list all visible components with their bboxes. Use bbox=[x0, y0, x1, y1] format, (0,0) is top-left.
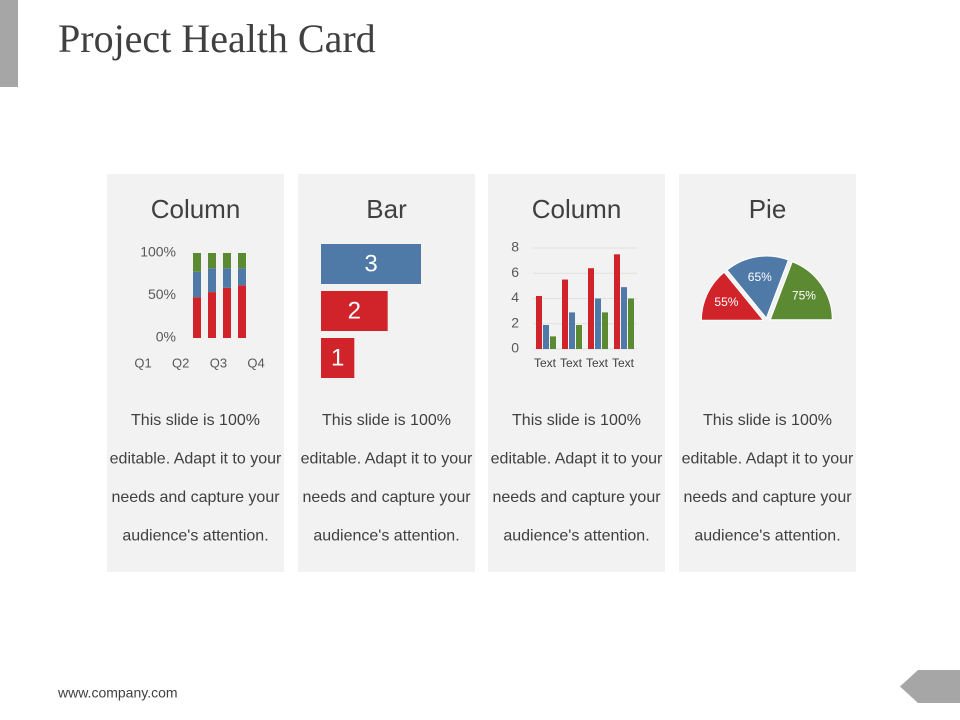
card-text: audience's attention. bbox=[694, 528, 840, 545]
y-tick-label: 50% bbox=[148, 286, 176, 302]
bar-segment bbox=[223, 268, 231, 288]
x-tick-label: Text bbox=[534, 356, 557, 370]
bar bbox=[621, 287, 627, 349]
card-text: This slide is 100% bbox=[512, 412, 641, 429]
y-tick-label: 0% bbox=[156, 329, 176, 345]
pie-slice bbox=[726, 255, 789, 320]
bar bbox=[595, 298, 601, 349]
bar bbox=[562, 279, 568, 349]
bar-segment bbox=[193, 297, 201, 338]
bar bbox=[550, 336, 556, 349]
bar bbox=[543, 325, 549, 349]
bar bbox=[536, 295, 542, 349]
bar-segment bbox=[193, 271, 201, 298]
data-label: 55% bbox=[714, 295, 738, 309]
x-tick-label: Text bbox=[586, 356, 609, 370]
card bbox=[488, 174, 665, 572]
pie-slice bbox=[700, 271, 765, 321]
card-text: audience's attention. bbox=[503, 528, 649, 545]
bar-segment bbox=[223, 287, 231, 338]
x-tick-label: Q1 bbox=[134, 355, 151, 370]
bar bbox=[321, 291, 388, 331]
y-tick-label: 2 bbox=[511, 314, 519, 330]
card bbox=[679, 174, 856, 572]
card-text: This slide is 100% bbox=[131, 412, 260, 429]
y-tick-label: 8 bbox=[511, 239, 519, 255]
bar bbox=[576, 325, 582, 349]
bar-segment bbox=[208, 292, 216, 338]
card-heading: Bar bbox=[366, 194, 407, 224]
bar bbox=[569, 312, 575, 349]
y-tick-label: 6 bbox=[511, 264, 519, 280]
x-tick-label: Q2 bbox=[172, 355, 189, 370]
card-heading: Column bbox=[532, 194, 622, 224]
x-tick-label: Text bbox=[612, 356, 635, 370]
card bbox=[107, 174, 284, 572]
bar bbox=[602, 312, 608, 349]
card-heading: Column bbox=[151, 194, 241, 224]
card-text: This slide is 100% bbox=[703, 412, 832, 429]
y-tick-label: 4 bbox=[511, 289, 519, 305]
card-heading: Pie bbox=[749, 194, 787, 224]
card-text: needs and capture your bbox=[111, 489, 280, 506]
data-label: 3 bbox=[364, 250, 377, 277]
bar bbox=[321, 338, 355, 378]
x-tick-label: Q4 bbox=[247, 355, 264, 370]
bar bbox=[614, 254, 620, 349]
card-text: editable. Adapt it to your bbox=[301, 451, 473, 468]
bar-segment bbox=[223, 253, 231, 269]
x-tick-label: Text bbox=[560, 356, 583, 370]
bar-segment bbox=[208, 253, 216, 269]
data-label: 75% bbox=[792, 289, 816, 303]
accent-bar bbox=[0, 0, 18, 87]
y-tick-label: 0 bbox=[511, 340, 519, 356]
bar bbox=[588, 268, 594, 349]
bar bbox=[321, 244, 421, 284]
card-text: This slide is 100% bbox=[322, 412, 451, 429]
card-text: audience's attention. bbox=[122, 528, 268, 545]
bar bbox=[628, 298, 634, 349]
card-text: audience's attention. bbox=[313, 528, 459, 545]
y-tick-label: 100% bbox=[140, 244, 176, 260]
card-text: editable. Adapt it to your bbox=[682, 451, 854, 468]
bar-segment bbox=[208, 268, 216, 293]
footer: www.company.com bbox=[57, 685, 178, 701]
next-arrow bbox=[900, 670, 960, 703]
card-text: editable. Adapt it to your bbox=[491, 451, 663, 468]
data-label: 1 bbox=[331, 344, 344, 371]
bar-segment bbox=[238, 285, 246, 338]
slide-title: Project Health Card bbox=[58, 16, 376, 61]
card-text: needs and capture your bbox=[492, 489, 661, 506]
card-text: needs and capture your bbox=[302, 489, 471, 506]
x-tick-label: Q3 bbox=[210, 355, 227, 370]
pie-slice bbox=[769, 261, 833, 321]
bar-segment bbox=[238, 268, 246, 286]
bar-segment bbox=[238, 253, 246, 269]
card-text: editable. Adapt it to your bbox=[110, 451, 282, 468]
data-label: 65% bbox=[748, 270, 772, 284]
bar-segment bbox=[193, 253, 201, 272]
card-text: needs and capture your bbox=[683, 489, 852, 506]
data-label: 2 bbox=[348, 297, 361, 324]
